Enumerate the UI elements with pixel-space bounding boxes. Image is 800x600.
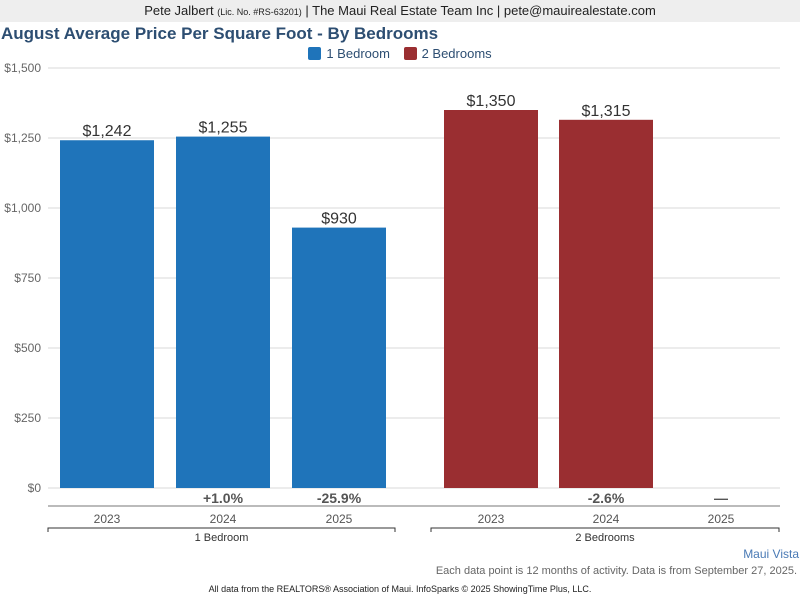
- legend-swatch-1-bedroom: [308, 47, 322, 60]
- change-label: +1.0%: [203, 490, 244, 506]
- group-bracket: [47, 527, 396, 532]
- bar-value-label: $1,315: [582, 103, 631, 120]
- x-tick-label: 2024: [210, 512, 237, 526]
- x-tick-label: 2025: [708, 512, 735, 526]
- chart-title: August Average Price Per Square Foot - B…: [1, 24, 439, 43]
- legend-item-1-bedroom[interactable]: 1 Bedroom: [308, 46, 390, 61]
- agent-header: Pete Jalbert (Lic. No. #RS-63201) | The …: [0, 0, 800, 22]
- bar[interactable]: [444, 110, 538, 488]
- bar[interactable]: [60, 140, 154, 489]
- legend: 1 Bedroom 2 Bedrooms: [0, 46, 800, 61]
- change-label: -2.6%: [588, 490, 625, 506]
- y-tick-label: $250: [14, 411, 41, 425]
- x-tick-label: 2023: [94, 512, 121, 526]
- bar-value-label: $930: [321, 211, 357, 228]
- y-tick-label: $500: [14, 341, 41, 355]
- y-tick-label: $750: [14, 271, 41, 285]
- y-tick-label: $0: [28, 481, 42, 495]
- x-tick-label: 2025: [326, 512, 353, 526]
- bar-value-label: $1,255: [199, 120, 248, 137]
- y-tick-label: $1,500: [4, 61, 41, 75]
- x-tick-label: 2023: [478, 512, 505, 526]
- y-tick-label: $1,250: [4, 131, 41, 145]
- bar-value-label: $1,242: [83, 123, 132, 140]
- bar[interactable]: [176, 136, 270, 488]
- group-label: 1 Bedroom: [195, 532, 249, 544]
- y-tick-label: $1,000: [4, 201, 41, 215]
- agent-name: Pete Jalbert: [144, 3, 214, 18]
- source-name-link[interactable]: Maui Vista: [743, 547, 799, 561]
- change-label: -25.9%: [317, 490, 362, 506]
- bar[interactable]: [292, 227, 386, 488]
- data-note: Each data point is 12 months of activity…: [435, 565, 797, 577]
- legend-swatch-2-bedrooms: [403, 47, 417, 60]
- footer-credit: All data from the REALTORS® Association …: [208, 584, 592, 594]
- change-label: —: [714, 490, 728, 506]
- legend-label-2-bedrooms: 2 Bedrooms: [421, 46, 492, 61]
- group-bracket: [430, 527, 780, 532]
- agent-contact: | The Maui Real Estate Team Inc | pete@m…: [305, 3, 656, 18]
- license-number: (Lic. No. #RS-63201): [217, 7, 302, 17]
- bar[interactable]: [559, 119, 653, 489]
- bar-value-label: $1,350: [467, 93, 516, 110]
- legend-item-2-bedrooms[interactable]: 2 Bedrooms: [403, 46, 492, 61]
- group-label: 2 Bedrooms: [575, 532, 635, 544]
- legend-label-1-bedroom: 1 Bedroom: [326, 46, 390, 61]
- x-tick-label: 2024: [593, 512, 620, 526]
